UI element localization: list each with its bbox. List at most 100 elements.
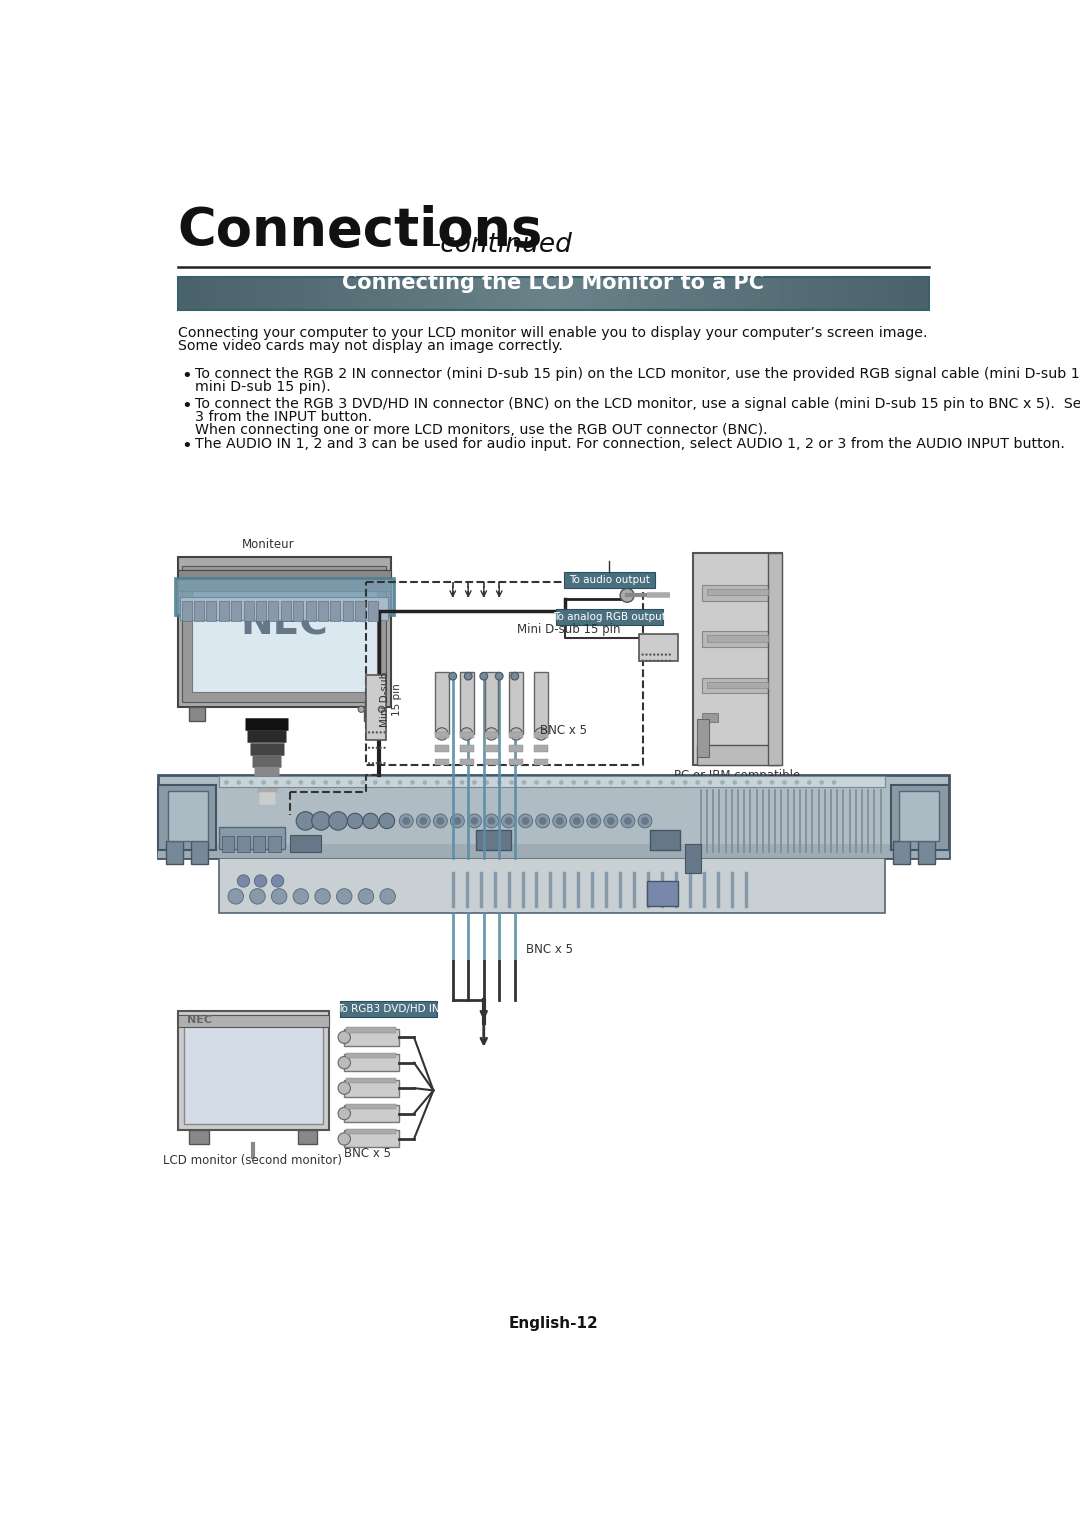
Circle shape (642, 654, 644, 656)
Circle shape (460, 781, 464, 785)
Circle shape (373, 781, 378, 785)
Text: •: • (181, 437, 192, 455)
Bar (253, 836, 266, 851)
Text: Connecting your computer to your LCD monitor will enable you to display your com: Connecting your computer to your LCD mon… (177, 325, 927, 339)
Bar (215, 277, 229, 310)
Circle shape (504, 817, 512, 825)
Bar (918, 840, 935, 863)
Circle shape (642, 660, 644, 662)
Circle shape (379, 762, 382, 764)
Bar (642, 277, 654, 310)
Bar (460, 746, 474, 752)
Circle shape (293, 889, 309, 905)
Circle shape (770, 781, 774, 785)
Text: BNC x 5: BNC x 5 (526, 943, 573, 957)
Circle shape (795, 781, 799, 785)
Bar (378, 277, 391, 310)
Bar (604, 277, 617, 310)
Bar (345, 1131, 399, 1148)
Circle shape (832, 781, 836, 785)
Text: NEC: NEC (240, 605, 327, 643)
Circle shape (664, 654, 667, 656)
Circle shape (472, 781, 476, 785)
Circle shape (454, 817, 461, 825)
Circle shape (604, 814, 618, 828)
Bar (441, 277, 454, 310)
Circle shape (337, 889, 352, 905)
Bar (707, 681, 768, 688)
Bar (679, 277, 692, 310)
Circle shape (671, 781, 675, 785)
Bar (428, 277, 442, 310)
Bar (159, 843, 948, 857)
Circle shape (338, 1132, 350, 1144)
Circle shape (346, 599, 350, 604)
Circle shape (807, 781, 811, 785)
Circle shape (287, 599, 293, 604)
Bar (365, 277, 379, 310)
Bar (516, 277, 529, 310)
Circle shape (379, 813, 394, 828)
Bar (346, 1103, 396, 1109)
Text: BNC x 5: BNC x 5 (345, 1148, 391, 1160)
Circle shape (273, 781, 279, 785)
Bar (566, 277, 579, 310)
Bar (666, 277, 679, 310)
Bar (184, 1024, 323, 1125)
Bar (591, 277, 605, 310)
Circle shape (422, 781, 428, 785)
Text: 3 from the INPUT button.: 3 from the INPUT button. (195, 410, 373, 423)
Circle shape (314, 889, 330, 905)
Bar (435, 672, 449, 733)
Bar (685, 843, 701, 874)
Bar (346, 1053, 396, 1057)
Circle shape (225, 781, 229, 785)
Bar (177, 570, 391, 591)
Bar (893, 840, 910, 863)
Circle shape (649, 660, 651, 662)
Bar (318, 602, 328, 620)
Circle shape (372, 747, 374, 749)
Bar (256, 602, 266, 620)
Bar (510, 746, 524, 752)
Bar (535, 672, 548, 733)
Bar (465, 277, 480, 310)
Bar (535, 732, 548, 738)
Bar (556, 610, 663, 625)
Circle shape (323, 781, 328, 785)
Circle shape (191, 599, 195, 604)
Circle shape (436, 817, 444, 825)
Circle shape (312, 811, 330, 830)
Circle shape (311, 781, 315, 785)
Circle shape (664, 660, 667, 662)
Circle shape (379, 747, 382, 749)
Bar (510, 732, 524, 738)
Circle shape (450, 814, 464, 828)
Circle shape (383, 747, 386, 749)
Circle shape (518, 814, 532, 828)
Bar (238, 836, 249, 851)
Circle shape (255, 876, 267, 888)
Bar (328, 277, 341, 310)
Circle shape (376, 762, 378, 764)
Bar (638, 634, 677, 660)
Circle shape (372, 762, 374, 764)
Text: Moniteur: Moniteur (242, 538, 295, 550)
Text: •: • (181, 367, 192, 385)
Circle shape (372, 732, 374, 733)
Circle shape (646, 654, 648, 656)
Text: Some video cards may not display an image correctly.: Some video cards may not display an imag… (177, 339, 563, 353)
Bar (166, 840, 183, 863)
Bar (190, 277, 203, 310)
Circle shape (464, 672, 472, 680)
Bar (167, 792, 207, 840)
Circle shape (261, 781, 266, 785)
Text: PC or IBM compatible: PC or IBM compatible (674, 769, 800, 782)
Circle shape (307, 599, 312, 604)
Circle shape (757, 781, 762, 785)
Circle shape (570, 814, 583, 828)
Circle shape (642, 817, 649, 825)
Circle shape (249, 889, 266, 905)
Bar (340, 277, 354, 310)
Circle shape (248, 781, 254, 785)
